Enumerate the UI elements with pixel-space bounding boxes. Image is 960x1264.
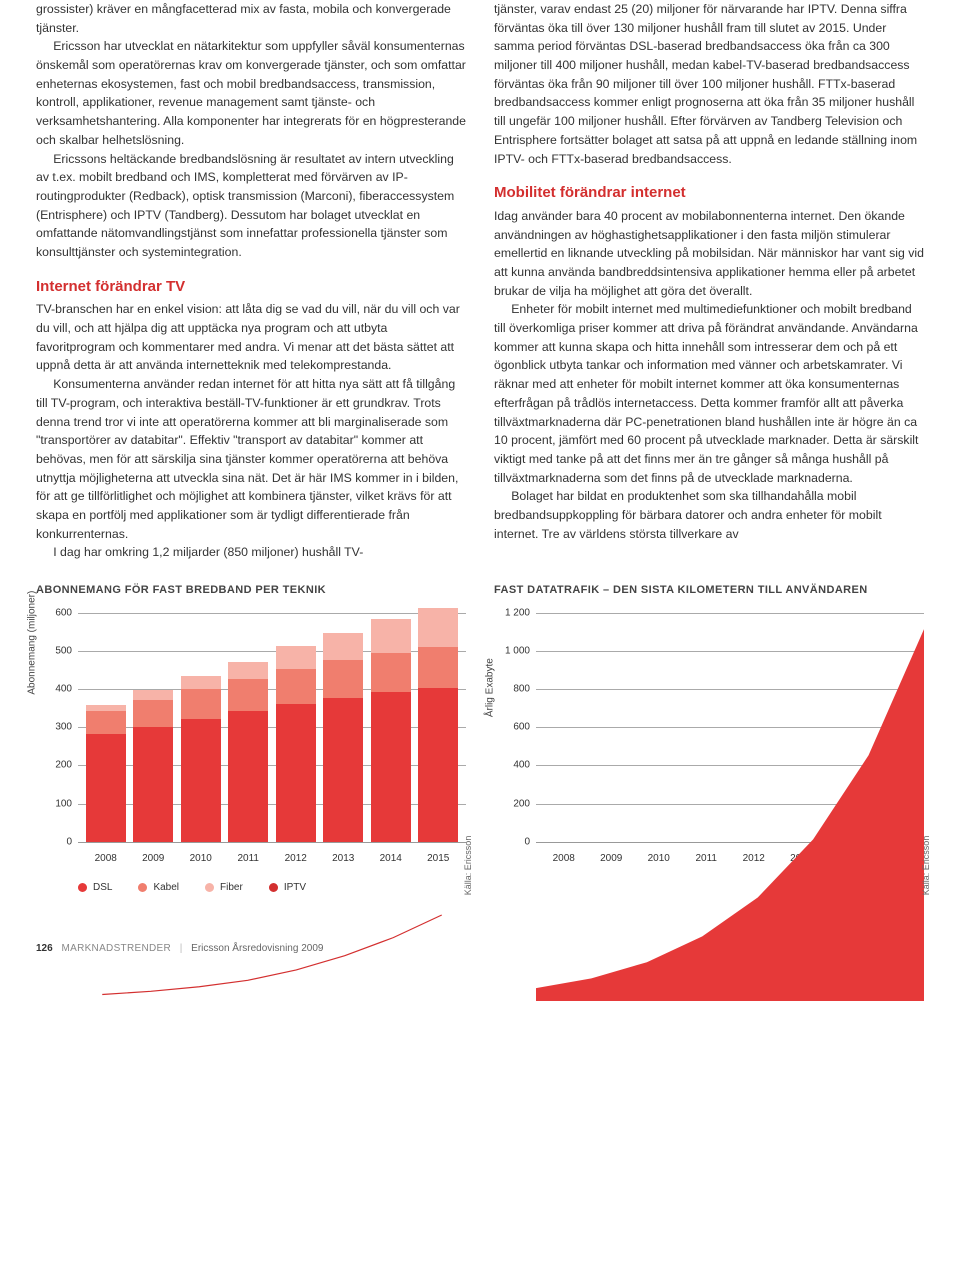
bar xyxy=(86,705,126,842)
chart-title: FAST DATATRAFIK – DEN SISTA KILOMETERN T… xyxy=(494,582,924,599)
legend-item: Fiber xyxy=(205,880,243,895)
bar xyxy=(418,608,458,842)
chart-source: Källa: Ericsson xyxy=(920,836,934,896)
footer-section: MARKNADSTRENDER xyxy=(61,943,171,954)
footer-separator: | xyxy=(180,943,183,954)
bar xyxy=(371,619,411,841)
bar xyxy=(133,690,173,841)
bar xyxy=(228,662,268,842)
legend-item: IPTV xyxy=(269,880,306,895)
para: TV-branschen har en enkel vision: att lå… xyxy=(36,300,466,375)
chart-plot-area: Abonnemang (miljoner) 010020030040050060… xyxy=(36,613,466,866)
left-column: grossister) kräver en mångfacetterad mix… xyxy=(36,0,466,562)
chart-data-traffic: FAST DATATRAFIK – DEN SISTA KILOMETERN T… xyxy=(494,582,924,895)
para: Ericsson har utvecklat en nätarkitektur … xyxy=(36,37,466,149)
para: Enheter för mobilt internet med multimed… xyxy=(494,300,924,487)
bar xyxy=(323,633,363,842)
legend-item: Kabel xyxy=(138,880,179,895)
page-footer: 126 MARKNADSTRENDER | Ericsson Årsredovi… xyxy=(36,941,924,956)
chart-title: ABONNEMANG FÖR FAST BREDBAND PER TEKNIK xyxy=(36,582,466,599)
chart-plot-area: Årlig Exabyte 02004006008001 0001 200 20… xyxy=(494,613,924,866)
charts-row: ABONNEMANG FÖR FAST BREDBAND PER TEKNIK … xyxy=(36,582,924,895)
footer-doc: Ericsson Årsredovisning 2009 xyxy=(191,943,323,954)
para: Konsumenterna använder redan internet fö… xyxy=(36,375,466,543)
para: Ericssons heltäckande bredbandslösning ä… xyxy=(36,150,466,262)
chart-source: Källa: Ericsson xyxy=(462,836,476,896)
para: Idag använder bara 40 procent av mobilab… xyxy=(494,207,924,300)
chart-broadband-subs: ABONNEMANG FÖR FAST BREDBAND PER TEKNIK … xyxy=(36,582,466,895)
para: grossister) kräver en mångfacetterad mix… xyxy=(36,0,466,37)
bar xyxy=(181,676,221,842)
section-heading: Internet förändrar TV xyxy=(36,276,466,299)
chart-legend: DSL Kabel Fiber IPTV xyxy=(78,880,466,895)
para: Bolaget har bildat en produktenhet som s… xyxy=(494,487,924,543)
bar xyxy=(276,646,316,841)
page-number: 126 xyxy=(36,943,53,954)
para: I dag har omkring 1,2 miljarder (850 mil… xyxy=(36,543,466,562)
right-column: tjänster, varav endast 25 (20) miljoner … xyxy=(494,0,924,562)
text-columns: grossister) kräver en mångfacetterad mix… xyxy=(36,0,924,562)
legend-item: DSL xyxy=(78,880,112,895)
para: tjänster, varav endast 25 (20) miljoner … xyxy=(494,0,924,168)
section-heading: Mobilitet förändrar internet xyxy=(494,182,924,205)
x-axis: 20082009201020112012201320142015 xyxy=(536,847,924,866)
x-axis: 20082009201020112012201320142015 xyxy=(78,847,466,866)
